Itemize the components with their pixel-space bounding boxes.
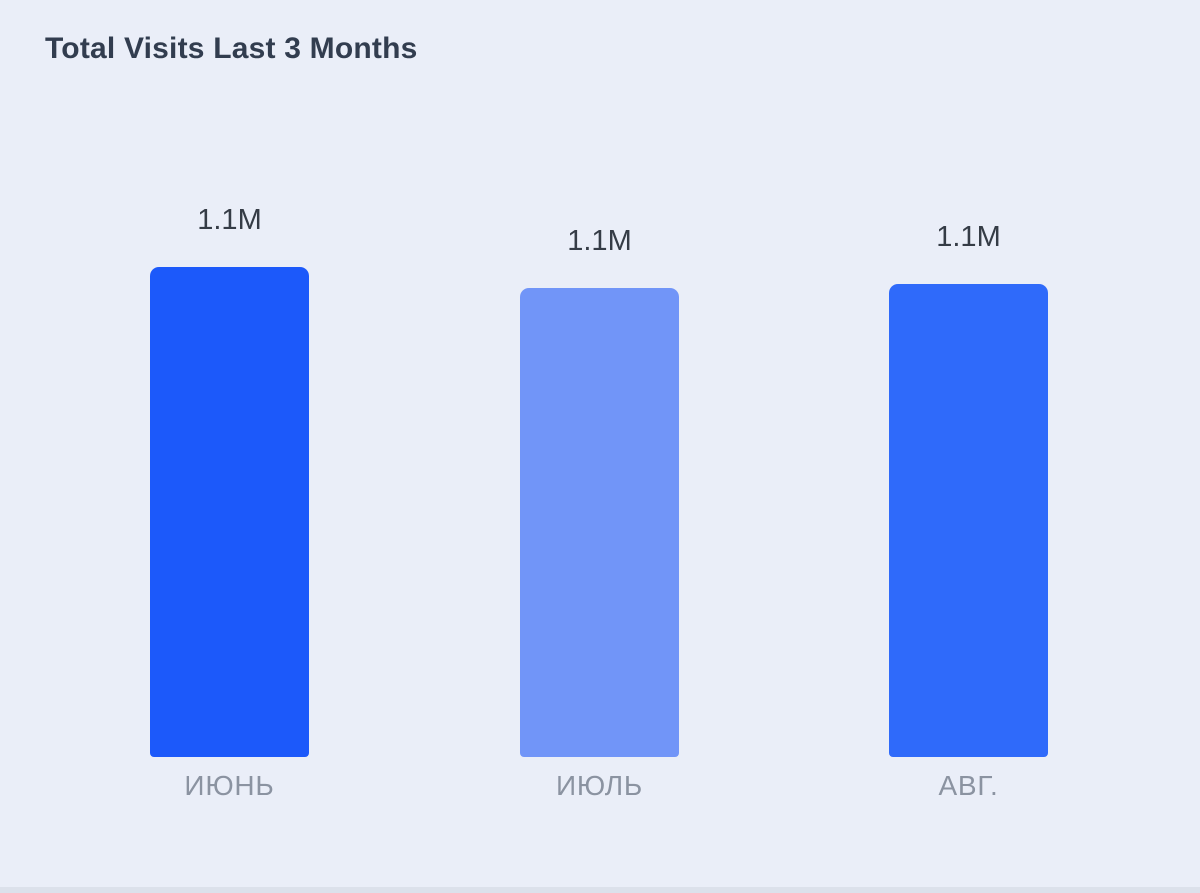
bar-авг xyxy=(889,284,1048,757)
bar-июль xyxy=(520,288,679,757)
chart-title: Total Visits Last 3 Months xyxy=(45,32,418,65)
bar-value-label: 1.1M xyxy=(567,225,632,257)
bar-value-label: 1.1M xyxy=(197,204,262,236)
x-axis-label: АВГ. xyxy=(938,770,999,801)
bottom-edge-strip xyxy=(0,887,1200,893)
x-axis-label: ИЮЛЬ xyxy=(555,770,644,801)
x-axis-label: ИЮНЬ xyxy=(184,770,275,801)
bar-value-label: 1.1M xyxy=(936,221,1001,253)
bar-июнь xyxy=(150,267,309,757)
